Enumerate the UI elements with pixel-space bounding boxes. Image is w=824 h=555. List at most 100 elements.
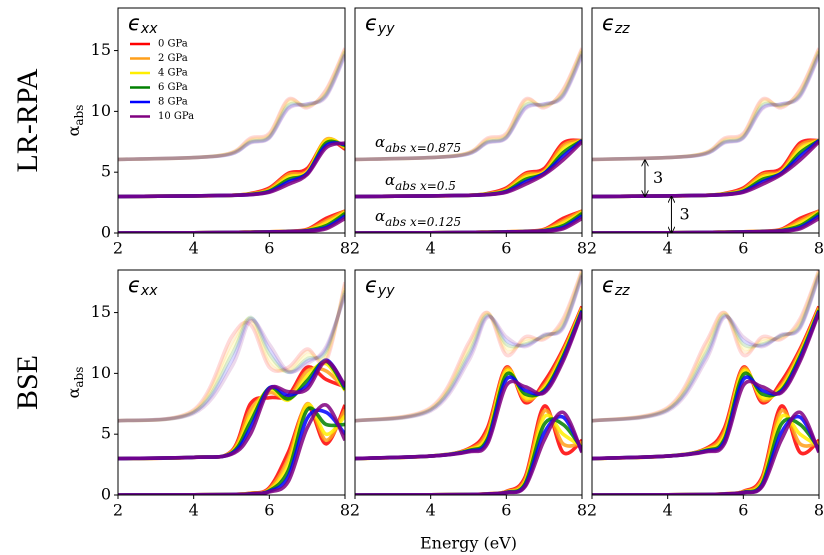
x-tick-label: 2 [113,501,123,520]
x-tick-label: 8 [814,239,824,258]
curve [118,292,345,423]
curve [118,359,345,461]
annotation-symbol: α [375,133,385,151]
panel-title: ϵxx [128,273,158,299]
x-tick-label: 6 [264,239,274,258]
plot-frame [355,8,582,233]
x-tick-label: 8 [340,501,350,520]
y-tick-label: 0 [101,485,111,504]
curve [118,53,345,162]
y-tick-label: 15 [91,40,111,59]
row-label: BSE [11,355,44,410]
panel-title-symbol: ϵ [365,11,378,35]
curve [592,270,819,423]
x-tick-label: 6 [738,501,748,520]
axes-border [591,7,820,234]
plot-frame [118,8,345,233]
panel: 2 4 6 8 ϵzz 33 [587,7,824,258]
annotation: αabs x=0.125 [375,207,461,229]
x-tick-label: 4 [663,501,673,520]
panel: 2 4 6 8 0 5 10 15 ϵxx αabs LR-RPA 0 GPa 2 GPa 4 GPa 6 … [11,7,350,258]
curve [355,53,582,162]
x-tick-label: 6 [264,501,274,520]
curve [355,54,582,162]
curve [355,47,582,162]
curve [118,47,345,162]
panel: 2 4 6 8 ϵzz [587,269,824,520]
panel-title-sub: xx [140,21,158,37]
annotation: αabs x=0.5 [385,171,456,193]
x-tick-label: 2 [113,239,123,258]
curve [355,311,582,461]
curve [355,48,582,162]
x-tick-label: 4 [189,501,199,520]
y-axis-label: αabs [64,367,86,399]
y-tick-label: 10 [91,101,111,120]
axes-border [354,7,583,234]
panel-title-symbol: ϵ [602,11,615,35]
legend-label: 0 GPa [158,39,188,50]
x-tick-label: 6 [501,501,511,520]
y-axis-label-symbol: α [64,387,83,398]
panel-title-sub: zz [614,283,630,299]
curve [592,273,819,423]
row-label: LR-RPA [11,68,44,172]
curve [355,275,582,423]
x-tick-label: 4 [663,239,673,258]
curve [118,294,345,423]
panel: 2 4 6 8 0 5 10 15 ϵxx αabs BSE [11,269,350,520]
offset-label: 3 [679,204,689,223]
y-tick-label: 5 [101,162,111,181]
curve [592,53,819,162]
curve [592,51,819,162]
legend-label: 6 GPa [158,82,188,93]
offset-label: 3 [653,168,663,187]
curve [118,51,345,162]
legend-label: 2 GPa [158,53,188,64]
curve [118,281,345,423]
curve [355,274,582,423]
x-tick-label: 2 [587,239,597,258]
x-tick-label: 8 [814,501,824,520]
curve [592,47,819,162]
annotation-symbol: α [375,207,385,225]
curve [592,48,819,162]
curve [592,49,819,162]
axes-border [117,269,346,496]
axes-border [354,269,583,496]
axes-border [117,7,346,234]
annotation-sub: abs x=0.5 [395,179,456,193]
y-tick-label: 10 [91,363,111,382]
panel-title-symbol: ϵ [128,11,141,35]
y-axis-label: αabs [64,105,86,137]
y-axis-label-symbol: α [64,125,83,136]
curve [118,290,345,423]
curve [118,141,345,199]
curve [118,284,345,423]
panel-title-symbol: ϵ [365,273,378,297]
curve [592,274,819,423]
y-axis-label-sub: abs [72,105,86,126]
x-axis-label: Energy (eV) [420,534,517,553]
curve [118,287,345,423]
annotation-symbol: α [385,171,395,189]
x-tick-label: 6 [501,239,511,258]
legend-label: 10 GPa [158,111,194,122]
panel-title-sub: zz [614,21,630,37]
curve [592,140,819,199]
curve [355,140,582,199]
curve [592,275,819,423]
x-tick-label: 8 [340,239,350,258]
annotation-sub: abs x=0.125 [385,215,461,229]
panel-title: ϵyy [365,11,395,37]
panel-title-sub: yy [377,283,395,299]
curve [118,48,345,162]
x-tick-label: 4 [426,501,436,520]
x-tick-label: 6 [738,239,748,258]
annotation: αabs x=0.875 [375,133,461,155]
curve [118,54,345,162]
y-tick-label: 5 [101,424,111,443]
curve [355,51,582,162]
